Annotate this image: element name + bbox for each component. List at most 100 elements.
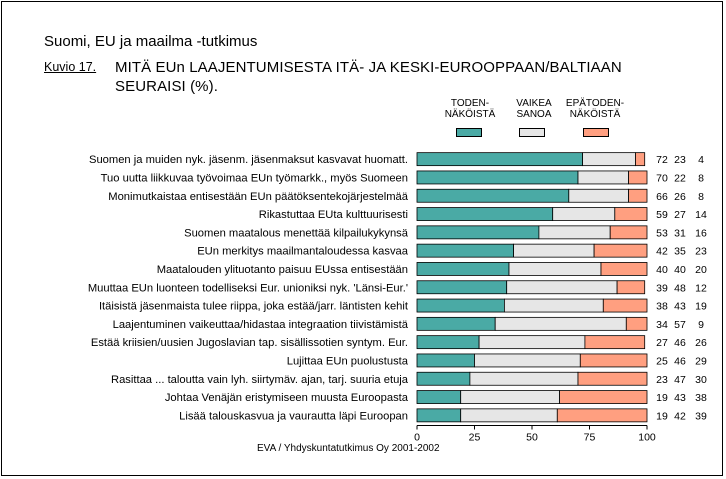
value-likely: 19 [656, 392, 668, 404]
bar-likely [416, 152, 584, 167]
bar-likely [416, 371, 471, 386]
value-cant-say: 42 [674, 410, 686, 422]
bar-unlikely [614, 207, 648, 221]
legend-label-likely: TODEN- NÄKÖISTÄ [444, 98, 496, 120]
bar-unlikely [635, 152, 646, 167]
source-note: EVA / Yhdyskuntatutkimus Oy 2001-2002 [257, 443, 440, 454]
value-unlikely: 39 [695, 410, 707, 422]
value-cant-say: 46 [674, 355, 686, 367]
legend-label-cant-say: VAIKEA SANOA [516, 98, 552, 120]
bar-unlikely [625, 316, 648, 331]
bar-unlikely [628, 188, 648, 203]
value-likely: 40 [656, 264, 668, 276]
category-label: Estää kriisien/uusien Jugoslavian tap. s… [91, 337, 408, 349]
value-unlikely: 19 [695, 301, 707, 313]
bar-likely [416, 280, 508, 295]
value-cant-say: 27 [674, 209, 686, 221]
bar-likely [416, 243, 514, 258]
bar-cant-say [494, 316, 627, 331]
bar-unlikely [609, 225, 648, 240]
value-cant-say: 40 [674, 264, 686, 276]
bar-unlikely [628, 170, 648, 185]
value-unlikely: 14 [695, 209, 707, 221]
bar-likely [416, 262, 510, 276]
value-cant-say: 46 [674, 337, 686, 349]
value-cant-say: 47 [674, 374, 686, 386]
legend-swatch-likely [456, 128, 482, 137]
bar-likely [416, 408, 462, 423]
legend-swatch-unlikely [583, 128, 609, 137]
bar-cant-say [474, 353, 581, 368]
bar-likely [416, 353, 475, 368]
value-unlikely: 8 [698, 172, 704, 184]
category-label: Lisää talouskasvua ja vaurautta läpi Eur… [179, 410, 408, 422]
bar-cant-say [577, 170, 629, 185]
bar-cant-say [478, 335, 586, 350]
category-label: Suomen maatalous menettää kilpailukykyns… [184, 227, 409, 239]
value-likely: 42 [656, 246, 668, 258]
category-label: EUn merkitys maailmantaloudessa kasvaa [197, 246, 409, 258]
x-tick-label: 25 [469, 432, 481, 444]
value-likely: 27 [656, 337, 668, 349]
bar-cant-say [503, 298, 604, 313]
value-cant-say: 43 [674, 301, 686, 313]
bar-likely [416, 316, 496, 331]
value-unlikely: 8 [698, 191, 704, 203]
value-unlikely: 29 [695, 355, 707, 367]
value-likely: 39 [656, 282, 668, 294]
chart-title: MITÄ EUn LAAJENTUMISESTA ITÄ- JA KESKI-E… [115, 59, 622, 95]
value-cant-say: 26 [674, 191, 686, 203]
bar-cant-say [568, 188, 629, 203]
bar-likely [416, 225, 540, 240]
bar-unlikely [593, 243, 648, 258]
value-cant-say: 31 [674, 227, 686, 239]
value-likely: 25 [656, 355, 668, 367]
value-unlikely: 20 [695, 264, 707, 276]
category-label: Monimutkaistaa entisestään EUn päätöksen… [108, 191, 409, 203]
bar-unlikely [579, 353, 648, 368]
value-likely: 59 [656, 209, 668, 221]
value-likely: 38 [656, 301, 668, 313]
figure-label: Kuvio 17. [44, 60, 97, 74]
bar-cant-say [508, 262, 602, 276]
bar-unlikely [559, 390, 648, 404]
value-unlikely: 16 [695, 227, 707, 239]
category-label: Laajentuminen vaikeuttaa/hidastaa integr… [113, 319, 409, 331]
bar-likely [416, 335, 480, 350]
value-cant-say: 57 [674, 319, 686, 331]
category-label: Muuttaa EUn luonteen todelliseksi Eur. u… [88, 282, 408, 294]
bar-unlikely [556, 408, 648, 423]
category-label: Itäisistä jäsenmaista tulee riippa, joka… [99, 301, 409, 313]
bar-likely [416, 207, 554, 221]
bar-likely [416, 390, 462, 404]
value-unlikely: 4 [698, 154, 704, 166]
value-unlikely: 12 [695, 282, 707, 294]
bar-likely [416, 188, 570, 203]
x-tick-label: 50 [526, 432, 538, 444]
value-cant-say: 22 [674, 172, 686, 184]
bar-cant-say [582, 152, 636, 167]
report-series-title: Suomi, EU ja maailma -tutkimus [44, 33, 258, 50]
category-label: Maatalouden ylituotanto paisuu EUssa ent… [157, 264, 408, 276]
bar-unlikely [616, 280, 646, 295]
value-cant-say: 23 [674, 154, 686, 166]
bar-unlikely [584, 335, 646, 350]
category-label: Johtaa Venäjän eristymiseen muusta Euroo… [165, 392, 409, 404]
x-tick-label: 100 [638, 432, 656, 444]
x-tick-label: 75 [584, 432, 596, 444]
value-likely: 19 [656, 410, 668, 422]
bar-cant-say [513, 243, 595, 258]
bar-cant-say [538, 225, 611, 240]
bar-likely [416, 170, 579, 185]
value-cant-say: 35 [674, 246, 686, 258]
category-label: Rasittaa ... taloutta vain lyh. siirtymä… [111, 374, 409, 386]
value-likely: 34 [656, 319, 668, 331]
bar-cant-say [460, 390, 561, 404]
bar-cant-say [506, 280, 618, 295]
legend: TODEN- NÄKÖISTÄ VAIKEA SANOA EPÄTODEN- N… [440, 98, 640, 140]
value-likely: 53 [656, 227, 668, 239]
value-unlikely: 9 [698, 319, 704, 331]
value-cant-say: 48 [674, 282, 686, 294]
